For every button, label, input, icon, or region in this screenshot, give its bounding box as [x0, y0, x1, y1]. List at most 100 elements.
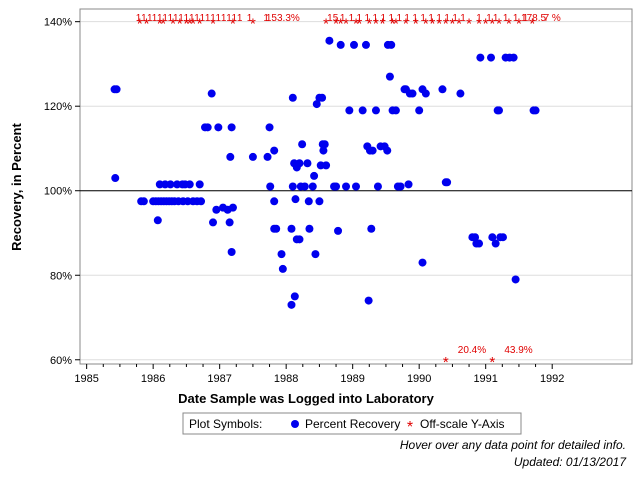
offscale-top-label: 153.3% — [266, 13, 300, 24]
data-point — [396, 182, 405, 191]
legend-marker-percent-recovery — [291, 420, 299, 428]
offscale-top-label: 1 — [486, 13, 492, 24]
data-point — [278, 264, 287, 273]
data-point — [488, 233, 497, 242]
offscale-top-label: 1 — [452, 13, 458, 24]
offscale-marker-top: * — [443, 16, 449, 33]
updated-footnote: Updated: 01/13/2017 — [513, 455, 626, 469]
data-point — [226, 152, 235, 161]
data-point — [408, 89, 417, 98]
data-point — [288, 182, 297, 191]
offscale-marker-top: * — [197, 16, 203, 33]
offscale-layer: * * ** * * *** * * * * * ** * ** * * * ** * * * * * * * * * * * * * * * *… — [136, 13, 561, 371]
x-axis-title: Date Sample was Logged into Laboratory — [178, 391, 434, 406]
legend-label-offscale: Off-scale Y-Axis — [420, 417, 504, 431]
data-point — [364, 296, 373, 305]
data-point — [153, 216, 162, 225]
data-point — [295, 235, 304, 244]
data-point — [334, 226, 343, 235]
x-tick-label: 1989 — [340, 373, 364, 385]
data-point — [531, 106, 540, 115]
x-tick-label: 1986 — [141, 373, 165, 385]
offscale-top-label: 1 — [136, 13, 142, 24]
data-point — [312, 100, 321, 109]
data-point — [291, 195, 300, 204]
offscale-marker-top: * — [343, 16, 349, 33]
data-point — [214, 123, 223, 132]
offscale-top-label: 1 — [513, 13, 519, 24]
offscale-marker-top: * — [144, 16, 150, 33]
data-point — [227, 123, 236, 132]
offscale-top-label: 1 — [205, 13, 211, 24]
data-point — [166, 180, 175, 189]
x-tick-label: 1990 — [407, 373, 431, 385]
plot-frame — [79, 8, 633, 365]
data-point — [368, 146, 377, 155]
offscale-marker-top: * — [413, 16, 419, 33]
offscale-marker-bottom: * — [443, 354, 449, 371]
offscale-top-label: 1 — [340, 13, 346, 24]
offscale-top-label: 1 — [428, 13, 434, 24]
offscale-marker-top: * — [506, 16, 512, 33]
data-point — [319, 146, 328, 155]
offscale-marker-top: * — [160, 16, 166, 33]
offscale-top-label: 1 — [157, 13, 163, 24]
data-point — [373, 182, 382, 191]
offscale-top-label: 1 — [436, 13, 442, 24]
data-point — [290, 292, 299, 301]
data-point — [207, 89, 216, 98]
data-point — [308, 182, 317, 191]
x-tick-label: 1991 — [473, 373, 497, 385]
offscale-top-label: 1 — [373, 13, 379, 24]
data-point — [358, 106, 367, 115]
axis-layer: 60% 80% 100% 120% 140% 1985 1986 1987 1988 1989 19… — [44, 17, 632, 385]
offscale-top-label: 1 — [412, 13, 418, 24]
data-point — [391, 106, 400, 115]
y-tick-label: 120% — [44, 101, 72, 113]
data-point — [300, 182, 309, 191]
offscale-top-label: 1 — [349, 13, 355, 24]
offscale-top-label: 1 — [221, 13, 227, 24]
data-point — [352, 182, 360, 191]
offscale-top-label: 1 — [460, 13, 466, 24]
data-point — [111, 174, 120, 183]
offscale-value-label: 20.4% — [458, 345, 486, 356]
offscale-marker-top: * — [210, 16, 216, 33]
data-point — [342, 182, 351, 191]
y-tick-label: 100% — [44, 186, 72, 198]
data-point — [367, 224, 376, 233]
offscale-marker-top: * — [187, 16, 193, 33]
offscale-top-label: 1 — [147, 13, 153, 24]
data-point — [304, 197, 313, 206]
offscale-top-label: 178.5 — [521, 13, 546, 24]
offscale-marker-top: * — [333, 16, 339, 33]
offscale-marker-top: * — [489, 16, 495, 33]
offscale-marker-top: * — [496, 16, 502, 33]
offscale-marker-top: * — [177, 16, 183, 33]
data-point — [195, 180, 204, 189]
data-point — [404, 180, 413, 189]
data-point — [139, 197, 148, 206]
offscale-marker-top: * — [137, 16, 143, 33]
offscale-marker-top: * — [529, 16, 535, 33]
offscale-top-label: 1 — [168, 13, 174, 24]
data-point — [225, 218, 234, 227]
offscale-top-label: 1 — [200, 13, 206, 24]
offscale-marker-top: * — [393, 16, 399, 33]
hover-footnote: Hover over any data point for detailed i… — [399, 438, 626, 452]
offscale-top-label: 7 % — [544, 13, 561, 24]
data-point — [456, 89, 465, 98]
data-point — [471, 233, 480, 242]
offscale-marker-top: * — [353, 16, 359, 33]
offscale-top-label: 1 — [189, 13, 195, 24]
data-point — [476, 53, 485, 62]
offscale-marker-top: * — [476, 16, 482, 33]
data-point — [203, 123, 212, 132]
offscale-marker-top: * — [366, 16, 372, 33]
offscale-value-label: 43.9% — [504, 345, 532, 356]
offscale-marker-top: * — [183, 16, 189, 33]
offscale-top-label: 1 — [184, 13, 190, 24]
offscale-top-label: 1 — [493, 13, 499, 24]
offscale-marker-top: * — [423, 16, 429, 33]
